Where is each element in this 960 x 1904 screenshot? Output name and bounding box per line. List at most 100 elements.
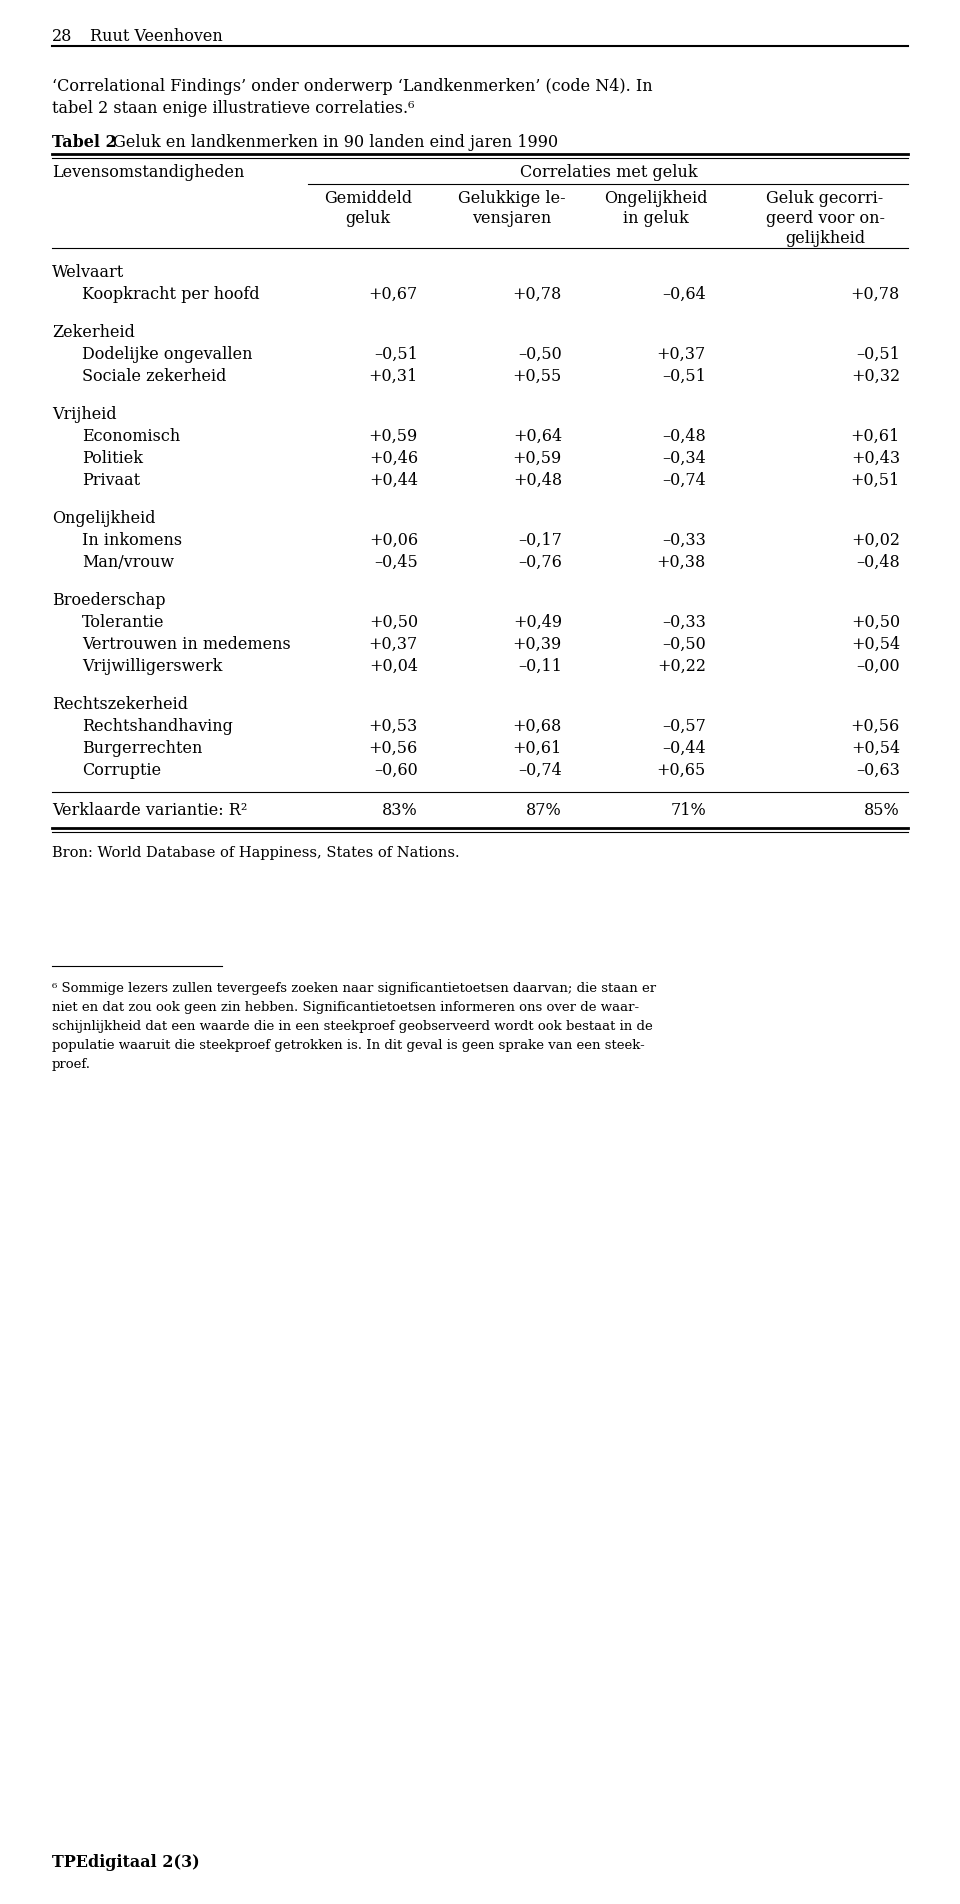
Text: Vrijheid: Vrijheid: [52, 406, 116, 423]
Text: Ongelijkheid: Ongelijkheid: [52, 510, 156, 527]
Text: +0,59: +0,59: [513, 449, 562, 466]
Text: in geluk: in geluk: [623, 209, 689, 227]
Text: +0,37: +0,37: [657, 347, 706, 364]
Text: Geluk en landkenmerken in 90 landen eind jaren 1990: Geluk en landkenmerken in 90 landen eind…: [108, 133, 558, 150]
Text: +0,64: +0,64: [513, 428, 562, 446]
Text: 71%: 71%: [670, 802, 706, 819]
Text: +0,49: +0,49: [513, 613, 562, 630]
Text: –0,64: –0,64: [662, 286, 706, 303]
Text: +0,38: +0,38: [657, 554, 706, 571]
Text: geluk: geluk: [346, 209, 391, 227]
Text: –0,51: –0,51: [662, 367, 706, 385]
Text: –0,00: –0,00: [856, 659, 900, 676]
Text: schijnlijkheid dat een waarde die in een steekproef geobserveerd wordt ook besta: schijnlijkheid dat een waarde die in een…: [52, 1021, 653, 1034]
Text: Ongelijkheid: Ongelijkheid: [604, 190, 708, 208]
Text: –0,57: –0,57: [662, 718, 706, 735]
Text: 83%: 83%: [382, 802, 418, 819]
Text: Koopkracht per hoofd: Koopkracht per hoofd: [82, 286, 259, 303]
Text: Economisch: Economisch: [82, 428, 180, 446]
Text: Vertrouwen in medemens: Vertrouwen in medemens: [82, 636, 291, 653]
Text: populatie waaruit die steekproef getrokken is. In dit geval is geen sprake van e: populatie waaruit die steekproef getrokk…: [52, 1040, 645, 1053]
Text: –0,34: –0,34: [662, 449, 706, 466]
Text: +0,56: +0,56: [851, 718, 900, 735]
Text: 85%: 85%: [864, 802, 900, 819]
Text: +0,51: +0,51: [851, 472, 900, 489]
Text: Dodelijke ongevallen: Dodelijke ongevallen: [82, 347, 252, 364]
Text: In inkomens: In inkomens: [82, 531, 182, 548]
Text: +0,78: +0,78: [851, 286, 900, 303]
Text: 28: 28: [52, 29, 72, 46]
Text: Geluk gecorri-: Geluk gecorri-: [766, 190, 883, 208]
Text: +0,61: +0,61: [851, 428, 900, 446]
Text: 87%: 87%: [526, 802, 562, 819]
Text: Bron: World Database of Happiness, States of Nations.: Bron: World Database of Happiness, State…: [52, 845, 460, 861]
Text: +0,78: +0,78: [513, 286, 562, 303]
Text: +0,06: +0,06: [369, 531, 418, 548]
Text: +0,31: +0,31: [369, 367, 418, 385]
Text: +0,32: +0,32: [851, 367, 900, 385]
Text: Privaat: Privaat: [82, 472, 140, 489]
Text: +0,59: +0,59: [369, 428, 418, 446]
Text: –0,76: –0,76: [518, 554, 562, 571]
Text: Zekerheid: Zekerheid: [52, 324, 134, 341]
Text: –0,48: –0,48: [662, 428, 706, 446]
Text: Vrijwilligerswerk: Vrijwilligerswerk: [82, 659, 223, 676]
Text: +0,39: +0,39: [513, 636, 562, 653]
Text: +0,61: +0,61: [513, 741, 562, 758]
Text: –0,11: –0,11: [518, 659, 562, 676]
Text: +0,50: +0,50: [851, 613, 900, 630]
Text: –0,50: –0,50: [662, 636, 706, 653]
Text: +0,67: +0,67: [369, 286, 418, 303]
Text: +0,65: +0,65: [657, 762, 706, 779]
Text: Ruut Veenhoven: Ruut Veenhoven: [90, 29, 223, 46]
Text: Tolerantie: Tolerantie: [82, 613, 164, 630]
Text: –0,51: –0,51: [374, 347, 418, 364]
Text: gelijkheid: gelijkheid: [785, 230, 865, 248]
Text: geerd voor on-: geerd voor on-: [765, 209, 884, 227]
Text: Tabel 2: Tabel 2: [52, 133, 117, 150]
Text: –0,44: –0,44: [662, 741, 706, 758]
Text: +0,53: +0,53: [369, 718, 418, 735]
Text: +0,50: +0,50: [369, 613, 418, 630]
Text: –0,33: –0,33: [662, 531, 706, 548]
Text: –0,51: –0,51: [856, 347, 900, 364]
Text: Rechtszekerheid: Rechtszekerheid: [52, 697, 188, 712]
Text: proef.: proef.: [52, 1059, 91, 1070]
Text: Gemiddeld: Gemiddeld: [324, 190, 412, 208]
Text: Levensomstandigheden: Levensomstandigheden: [52, 164, 245, 181]
Text: +0,68: +0,68: [513, 718, 562, 735]
Text: ⁶ Sommige lezers zullen tevergeefs zoeken naar significantietoetsen daarvan; die: ⁶ Sommige lezers zullen tevergeefs zoeke…: [52, 982, 656, 996]
Text: +0,56: +0,56: [369, 741, 418, 758]
Text: Burgerrechten: Burgerrechten: [82, 741, 203, 758]
Text: –0,60: –0,60: [374, 762, 418, 779]
Text: +0,54: +0,54: [851, 741, 900, 758]
Text: Politiek: Politiek: [82, 449, 143, 466]
Text: Gelukkige le-: Gelukkige le-: [458, 190, 565, 208]
Text: +0,46: +0,46: [369, 449, 418, 466]
Text: +0,04: +0,04: [369, 659, 418, 676]
Text: Correlaties met geluk: Correlaties met geluk: [520, 164, 698, 181]
Text: +0,02: +0,02: [851, 531, 900, 548]
Text: Broederschap: Broederschap: [52, 592, 165, 609]
Text: vensjaren: vensjaren: [472, 209, 552, 227]
Text: Verklaarde variantie: R²: Verklaarde variantie: R²: [52, 802, 248, 819]
Text: Man/vrouw: Man/vrouw: [82, 554, 174, 571]
Text: Welvaart: Welvaart: [52, 265, 124, 282]
Text: +0,55: +0,55: [513, 367, 562, 385]
Text: Sociale zekerheid: Sociale zekerheid: [82, 367, 227, 385]
Text: +0,44: +0,44: [369, 472, 418, 489]
Text: Corruptie: Corruptie: [82, 762, 161, 779]
Text: –0,33: –0,33: [662, 613, 706, 630]
Text: –0,63: –0,63: [856, 762, 900, 779]
Text: –0,45: –0,45: [374, 554, 418, 571]
Text: niet en dat zou ook geen zin hebben. Significantietoetsen informeren ons over de: niet en dat zou ook geen zin hebben. Sig…: [52, 1002, 639, 1015]
Text: +0,43: +0,43: [851, 449, 900, 466]
Text: +0,48: +0,48: [513, 472, 562, 489]
Text: +0,54: +0,54: [851, 636, 900, 653]
Text: TPEdigitaal 2(3): TPEdigitaal 2(3): [52, 1854, 200, 1872]
Text: +0,37: +0,37: [369, 636, 418, 653]
Text: Rechtshandhaving: Rechtshandhaving: [82, 718, 233, 735]
Text: –0,17: –0,17: [518, 531, 562, 548]
Text: –0,48: –0,48: [856, 554, 900, 571]
Text: ‘Correlational Findings’ onder onderwerp ‘Landkenmerken’ (code N4). In: ‘Correlational Findings’ onder onderwerp…: [52, 78, 653, 95]
